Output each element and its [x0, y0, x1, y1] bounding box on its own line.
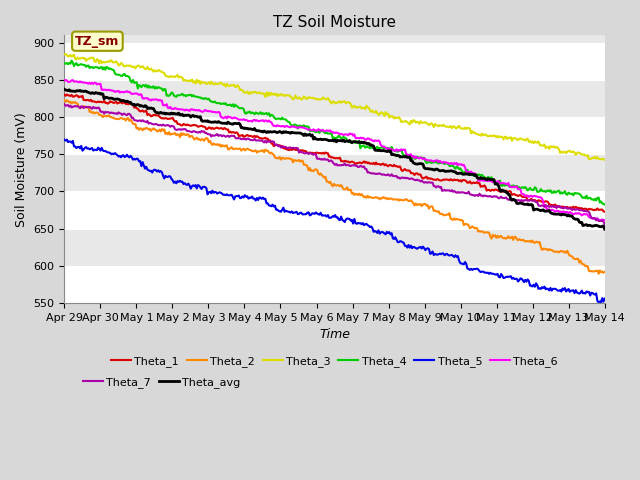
Theta_7	[365, 169, 372, 175]
Theta_4	[366, 145, 374, 151]
Theta_2	[578, 261, 586, 266]
Theta_2	[365, 194, 372, 200]
Theta_6	[593, 216, 601, 221]
Theta_5	[63, 137, 70, 143]
Theta_4	[601, 202, 609, 207]
Theta_4	[452, 164, 460, 169]
Bar	[65, 117, 605, 154]
Theta_2	[601, 269, 609, 275]
Line: Theta_7: Theta_7	[65, 104, 605, 224]
Theta_6	[62, 77, 70, 83]
Legend: Theta_7, Theta_avg: Theta_7, Theta_avg	[79, 373, 245, 393]
Theta_avg	[121, 98, 129, 104]
Theta_1	[61, 92, 68, 97]
Theta_avg	[593, 222, 600, 228]
Theta_3	[579, 152, 587, 157]
Theta_7	[578, 207, 586, 213]
Theta_2	[593, 268, 600, 274]
Theta_3	[366, 107, 374, 113]
Line: Theta_6: Theta_6	[65, 80, 605, 221]
Theta_6	[152, 96, 160, 102]
Theta_6	[452, 160, 460, 166]
Theta_3	[152, 68, 160, 74]
Bar	[65, 36, 605, 43]
Theta_3	[122, 63, 130, 69]
Theta_5	[61, 137, 68, 143]
Theta_4	[593, 195, 601, 201]
Y-axis label: Soil Moisture (mV): Soil Moisture (mV)	[15, 112, 28, 227]
Theta_3	[593, 154, 601, 160]
Theta_6	[122, 89, 130, 95]
Theta_5	[122, 154, 130, 159]
Theta_4	[68, 58, 76, 63]
Theta_6	[61, 78, 68, 84]
Theta_avg	[61, 86, 68, 92]
Theta_4	[579, 195, 587, 201]
Theta_2	[121, 116, 129, 121]
Theta_3	[62, 51, 70, 57]
Line: Theta_1: Theta_1	[65, 95, 605, 212]
Bar	[65, 43, 605, 80]
Bar	[65, 80, 605, 117]
Text: TZ_sm: TZ_sm	[76, 35, 120, 48]
Theta_5	[152, 168, 160, 173]
Theta_2	[151, 127, 159, 132]
Theta_6	[366, 137, 374, 143]
Theta_1	[593, 205, 601, 211]
Line: Theta_2: Theta_2	[65, 100, 605, 274]
Theta_1	[579, 206, 587, 212]
Line: Theta_3: Theta_3	[65, 54, 605, 160]
Theta_5	[579, 290, 587, 296]
Bar	[65, 266, 605, 303]
Bar	[65, 228, 605, 266]
Theta_avg	[578, 219, 586, 225]
Theta_2	[452, 217, 460, 223]
Line: Theta_avg: Theta_avg	[65, 89, 605, 229]
Theta_4	[152, 84, 160, 90]
Theta_7	[151, 121, 159, 127]
Theta_3	[452, 125, 460, 131]
Theta_1	[122, 101, 130, 107]
Theta_7	[61, 101, 68, 107]
Theta_6	[601, 217, 609, 223]
Theta_5	[593, 298, 601, 304]
Theta_3	[601, 157, 609, 163]
Theta_2	[61, 97, 68, 103]
Theta_1	[152, 112, 160, 118]
Theta_4	[61, 60, 68, 66]
Theta_5	[597, 300, 605, 305]
Theta_avg	[601, 226, 609, 232]
Theta_7	[601, 221, 609, 227]
Theta_5	[601, 296, 609, 301]
Theta_7	[593, 217, 600, 223]
Theta_4	[122, 73, 130, 79]
Theta_7	[121, 111, 129, 117]
Bar	[65, 154, 605, 192]
X-axis label: Time: Time	[319, 328, 350, 341]
Theta_1	[601, 209, 609, 215]
Theta_avg	[365, 141, 372, 146]
Theta_5	[366, 224, 374, 230]
Theta_1	[63, 92, 70, 97]
Line: Theta_4: Theta_4	[65, 60, 605, 204]
Theta_1	[452, 177, 460, 183]
Theta_avg	[151, 108, 159, 114]
Theta_avg	[452, 169, 460, 175]
Theta_3	[61, 51, 68, 57]
Title: TZ Soil Moisture: TZ Soil Moisture	[273, 15, 396, 30]
Theta_6	[596, 218, 604, 224]
Theta_1	[366, 161, 374, 167]
Theta_5	[452, 254, 460, 260]
Line: Theta_5: Theta_5	[65, 140, 605, 302]
Theta_6	[579, 212, 587, 217]
Theta_7	[452, 189, 460, 195]
Theta_2	[595, 271, 602, 276]
Bar	[65, 192, 605, 228]
